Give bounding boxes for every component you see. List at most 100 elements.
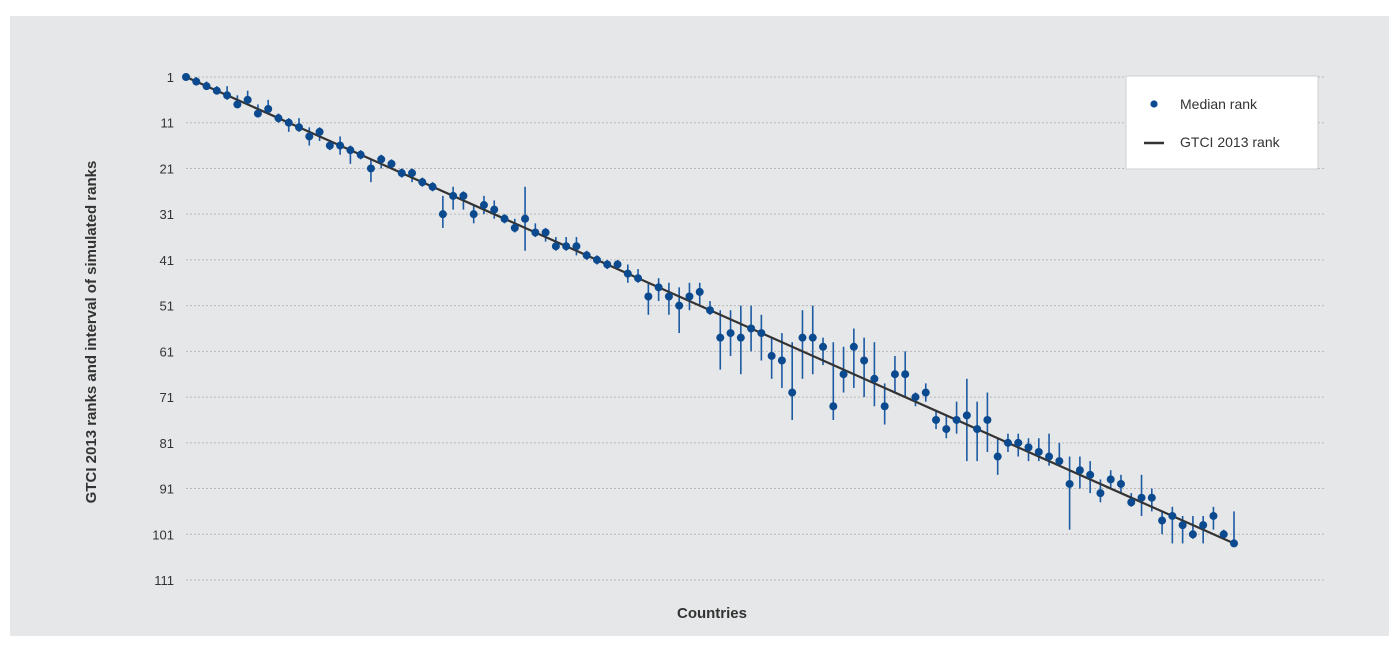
median-rank-point — [829, 402, 838, 411]
median-rank-point — [366, 164, 375, 173]
median-rank-point — [500, 214, 509, 223]
median-rank-point — [860, 356, 869, 365]
median-rank-point — [901, 370, 910, 379]
median-rank-point — [1024, 443, 1033, 452]
median-rank-point — [726, 329, 735, 338]
median-rank-point — [449, 191, 458, 200]
median-rank-point — [942, 425, 951, 434]
median-rank-point — [736, 333, 745, 342]
median-rank-point — [1158, 516, 1167, 525]
y-tick-label: 111 — [154, 573, 174, 588]
median-rank-point — [1219, 530, 1228, 539]
median-rank-point — [1086, 470, 1095, 479]
median-rank-point — [223, 91, 232, 100]
y-tick-label: 81 — [160, 436, 174, 451]
median-rank-point — [706, 306, 714, 315]
median-rank-point — [644, 292, 653, 301]
gridlines — [186, 76, 1324, 581]
y-tick-label: 101 — [152, 527, 174, 542]
median-rank-point — [356, 150, 365, 159]
median-rank-point — [623, 269, 632, 278]
median-rank-point — [233, 100, 242, 109]
median-rank-point — [911, 393, 920, 402]
y-tick-label: 1 — [167, 70, 174, 85]
median-rank-point — [1014, 438, 1023, 447]
median-rank-point — [418, 178, 427, 187]
median-rank-point — [921, 388, 930, 397]
legend: Median rank GTCI 2013 rank — [1125, 75, 1319, 170]
median-rank-point — [377, 155, 386, 164]
median-rank-point — [664, 292, 673, 301]
median-rank-point — [1168, 511, 1177, 520]
median-rank-point — [952, 415, 961, 424]
median-rank-point — [634, 274, 643, 283]
median-rank-point — [675, 301, 684, 310]
x-axis-title: Countries — [677, 605, 747, 622]
median-rank-point — [1137, 493, 1146, 502]
y-tick-label: 71 — [160, 390, 174, 405]
median-rank-point — [459, 191, 468, 200]
legend-median-label: Median rank — [1180, 96, 1258, 112]
median-rank-point — [305, 132, 314, 141]
median-rank-point — [613, 260, 622, 269]
median-rank-point — [788, 388, 797, 397]
median-rank-point — [438, 210, 447, 219]
median-rank-point — [490, 205, 499, 214]
median-rank-point — [1188, 530, 1197, 539]
median-rank-points — [182, 73, 1238, 548]
median-rank-point — [346, 146, 355, 155]
median-rank-point — [315, 127, 324, 136]
median-rank-point — [654, 283, 663, 292]
median-rank-point — [890, 370, 899, 379]
median-rank-point — [849, 342, 858, 351]
median-rank-point — [1075, 466, 1084, 475]
median-rank-point — [531, 228, 540, 237]
median-rank-point — [428, 182, 437, 191]
median-rank-point — [1106, 475, 1115, 484]
median-rank-point — [1034, 447, 1043, 456]
median-rank-point — [192, 77, 201, 86]
median-rank-point — [572, 242, 581, 251]
median-rank-point — [212, 86, 221, 95]
median-rank-point — [603, 260, 612, 269]
chart-panel: 1 11 21 31 41 51 61 71 81 91 101 111 GTCI 2013 rank… — [10, 16, 1389, 636]
legend-median-marker — [1150, 100, 1158, 108]
median-rank-point — [397, 169, 406, 178]
median-rank-point — [469, 210, 478, 219]
y-tick-label: 11 — [161, 116, 175, 131]
median-rank-point — [243, 95, 252, 104]
median-rank-point — [1065, 479, 1074, 488]
median-rank-point — [592, 255, 601, 264]
median-rank-point — [274, 114, 283, 123]
y-tick-label: 91 — [160, 482, 174, 497]
y-tick-label: 31 — [160, 207, 174, 222]
y-axis-title: GTCI 2013 ranks and interval of simulate… — [83, 161, 100, 504]
median-rank-point — [202, 82, 211, 91]
y-tick-label: 51 — [160, 299, 174, 314]
median-rank-point — [777, 356, 786, 365]
median-rank-point — [685, 292, 694, 301]
median-rank-point — [1178, 521, 1187, 530]
median-rank-point — [880, 402, 889, 411]
y-tick-label: 21 — [160, 161, 174, 176]
median-rank-point — [757, 329, 766, 338]
median-rank-point — [716, 333, 725, 342]
median-rank-point — [1127, 498, 1136, 507]
median-rank-point — [1230, 539, 1238, 548]
median-rank-point — [551, 242, 560, 251]
median-rank-point — [962, 411, 971, 420]
legend-box — [1125, 75, 1319, 170]
median-rank-point — [808, 333, 817, 342]
median-rank-point — [798, 333, 807, 342]
y-tick-label: 61 — [160, 344, 174, 359]
median-rank-point — [1003, 438, 1012, 447]
median-rank-point — [983, 415, 992, 424]
legend-gtci-label: GTCI 2013 rank — [1180, 134, 1281, 150]
y-tick-label: 41 — [160, 253, 174, 268]
median-rank-point — [747, 324, 756, 333]
median-rank-point — [408, 169, 417, 178]
median-rank-point — [510, 223, 519, 232]
median-rank-point — [1116, 479, 1125, 488]
